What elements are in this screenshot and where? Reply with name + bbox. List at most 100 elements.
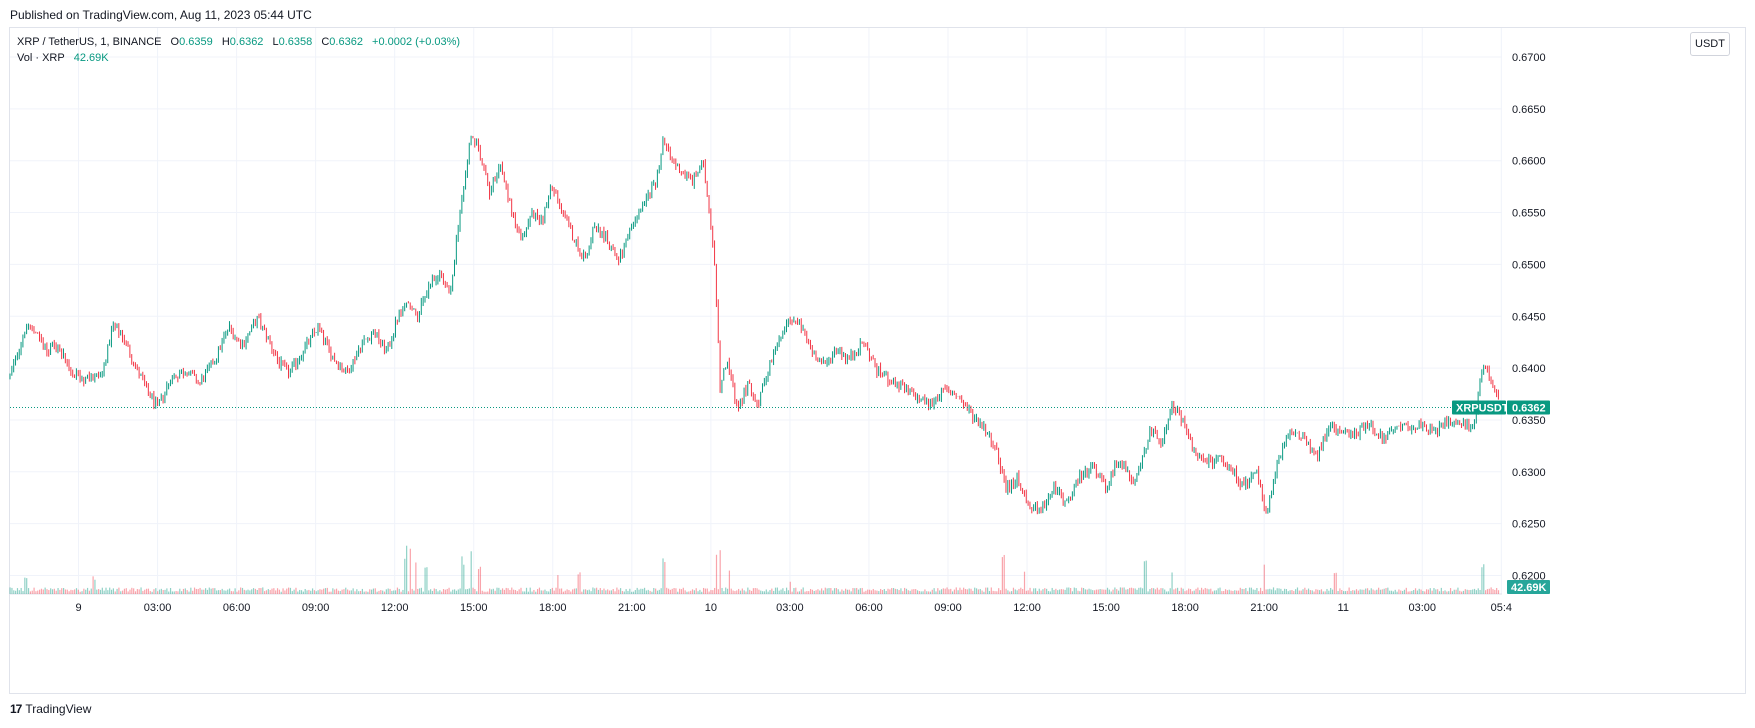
volume-bar bbox=[573, 588, 576, 594]
volume-bar bbox=[1147, 591, 1149, 594]
volume-bar bbox=[490, 589, 493, 594]
volume-bar bbox=[579, 572, 581, 594]
open-label: O bbox=[170, 36, 180, 48]
volume-bar bbox=[477, 569, 480, 594]
volume-bar bbox=[1322, 591, 1324, 594]
volume-bar bbox=[763, 591, 766, 594]
volume-bar bbox=[1488, 588, 1490, 594]
volume-bar bbox=[916, 590, 919, 594]
symbol-description[interactable]: XRP / TetherUS, 1, BINANCE bbox=[17, 36, 162, 48]
volume-bar bbox=[450, 591, 452, 594]
volume-bar bbox=[734, 591, 736, 594]
volume-bar bbox=[33, 587, 35, 594]
volume-bar bbox=[359, 591, 362, 594]
volume-bar bbox=[682, 587, 684, 594]
volume-bar bbox=[144, 589, 146, 594]
volume-bar bbox=[1289, 590, 1291, 594]
volume-bar bbox=[455, 590, 458, 594]
volume-bar bbox=[358, 591, 360, 594]
volume-bar bbox=[1455, 589, 1457, 594]
volume-bar bbox=[109, 587, 111, 594]
volume-bar bbox=[522, 591, 524, 594]
volume-bar bbox=[409, 548, 411, 594]
volume-bar bbox=[549, 589, 552, 594]
volume-bar bbox=[1420, 589, 1422, 594]
volume-bar bbox=[241, 587, 244, 594]
volume-bar bbox=[98, 589, 100, 594]
volume-bar bbox=[483, 591, 485, 594]
volume-bar bbox=[584, 589, 587, 594]
volume-bar bbox=[1440, 587, 1442, 594]
volume-bar bbox=[1337, 591, 1339, 594]
volume-bar bbox=[1378, 587, 1380, 594]
volume-bar bbox=[247, 589, 249, 594]
volume-bar bbox=[273, 588, 275, 594]
volume-bar bbox=[911, 589, 913, 594]
volume-bar bbox=[581, 591, 583, 594]
volume-bar bbox=[1409, 591, 1411, 594]
volume-bar bbox=[760, 590, 762, 594]
volume-bar bbox=[479, 566, 482, 594]
volume-bar bbox=[1405, 587, 1407, 594]
volume-bar bbox=[217, 590, 220, 594]
volume-bar bbox=[1466, 589, 1468, 594]
volume-bar bbox=[133, 588, 135, 594]
volume-bar bbox=[830, 588, 832, 594]
volume-bar bbox=[184, 588, 186, 594]
volume-bar bbox=[1055, 588, 1057, 594]
tradingview-brand: TradingView bbox=[25, 702, 92, 716]
volume-bar bbox=[1348, 587, 1350, 594]
price-tick-label: 0.6200 bbox=[1512, 571, 1546, 583]
volume-bar bbox=[968, 588, 970, 594]
price-axis[interactable]: 0.6700 0.6650 0.6600 0.6550 0.6500 0.6450 0.64… bbox=[1512, 52, 1546, 583]
volume-bar bbox=[1444, 590, 1446, 594]
change-value: +0.0002 (+0.03%) bbox=[372, 36, 461, 48]
volume-bar bbox=[365, 591, 367, 594]
volume-bar bbox=[1374, 590, 1376, 594]
volume-bar bbox=[811, 589, 814, 594]
volume-bar bbox=[1269, 588, 1271, 594]
volume-bar bbox=[876, 590, 878, 594]
volume-bar bbox=[1357, 590, 1359, 594]
volume-bar bbox=[1034, 588, 1037, 594]
volume-bar bbox=[1494, 589, 1496, 594]
volume-bar bbox=[1407, 591, 1409, 594]
volume-bar bbox=[232, 591, 234, 594]
time-axis[interactable]: 9 03:00 06:00 09:00 12:00 15:00 18:00 21:00 10 03… bbox=[75, 602, 1512, 614]
volume-label[interactable]: Vol · XRP bbox=[17, 52, 65, 64]
volume-bar bbox=[42, 589, 44, 594]
volume-bar bbox=[998, 588, 1000, 594]
volume-bar bbox=[1424, 591, 1426, 594]
volume-bar bbox=[27, 588, 30, 594]
currency-unit-button[interactable]: USDT bbox=[1690, 32, 1730, 56]
volume-bar bbox=[1248, 587, 1251, 594]
chart-frame[interactable] bbox=[9, 27, 1746, 694]
volume-bar bbox=[1263, 564, 1265, 594]
volume-bar bbox=[900, 588, 902, 594]
volume-bar bbox=[841, 589, 843, 594]
volume-bar bbox=[1394, 589, 1396, 594]
volume-bar bbox=[79, 591, 81, 594]
volume-bar bbox=[1490, 587, 1492, 594]
volume-bar bbox=[533, 589, 535, 594]
volume-bar bbox=[931, 589, 933, 594]
volume-bar bbox=[966, 589, 968, 594]
tradingview-logo[interactable]: 17 TradingView bbox=[10, 702, 91, 716]
volume-bar bbox=[621, 591, 624, 594]
volume-bar bbox=[1237, 590, 1240, 594]
volume-bar bbox=[260, 588, 262, 594]
volume-bar bbox=[1165, 591, 1168, 594]
volume-bar bbox=[417, 588, 419, 594]
volume-bar bbox=[476, 591, 478, 594]
volume-bar bbox=[616, 587, 618, 594]
volume-bar bbox=[524, 591, 526, 594]
volume-bar bbox=[551, 587, 553, 594]
volume-bar bbox=[343, 589, 345, 594]
volume-bar bbox=[1186, 590, 1188, 594]
volume-bar bbox=[1472, 589, 1474, 594]
volume-bar bbox=[86, 587, 89, 594]
time-tick-label: 18:00 bbox=[1171, 602, 1199, 614]
volume-bar bbox=[1398, 589, 1400, 594]
volume-bar bbox=[833, 588, 836, 594]
